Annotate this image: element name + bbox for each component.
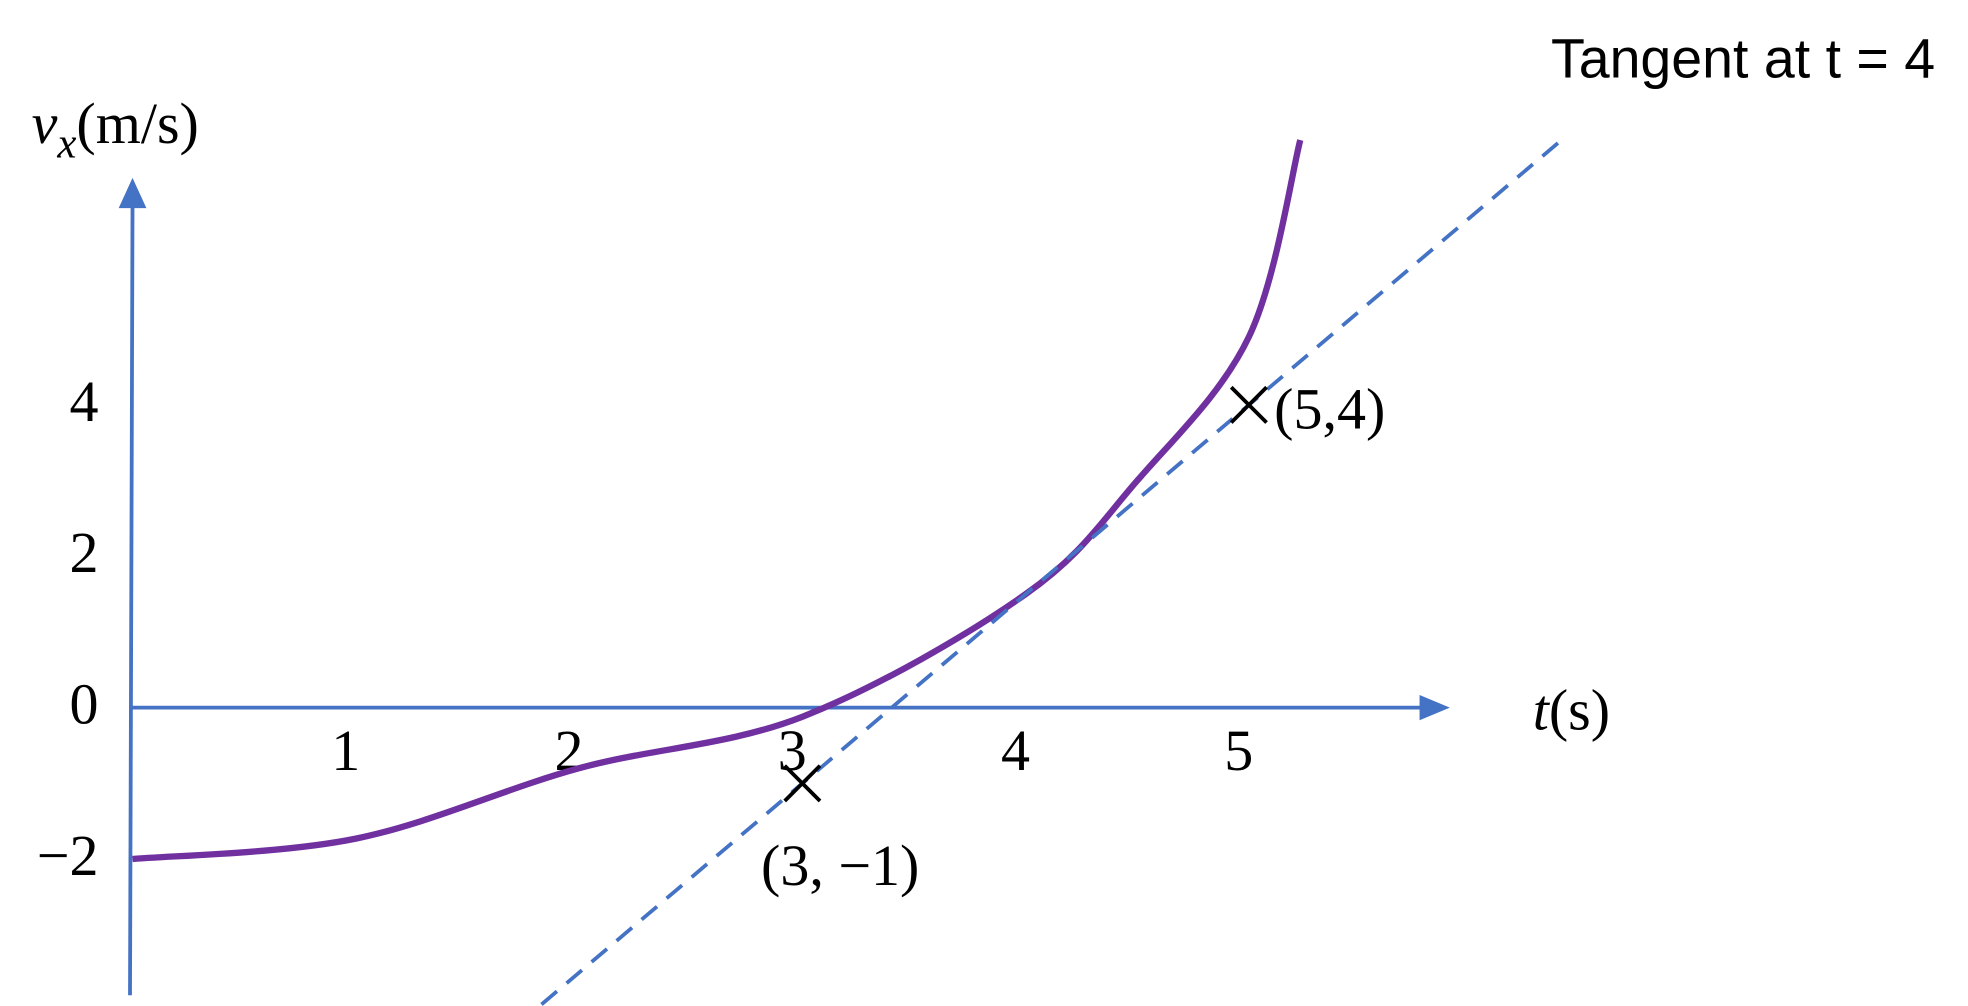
y-tick-label: 0 — [69, 672, 98, 737]
point-label: (5,4) — [1274, 376, 1385, 441]
point-marker — [783, 764, 822, 803]
y-tick-label: −2 — [37, 823, 99, 888]
tangent-line — [536, 138, 1563, 1006]
point-marker — [1229, 385, 1268, 424]
x-tick-label: 4 — [1001, 718, 1030, 783]
velocity-curve — [132, 139, 1304, 863]
y-axis — [128, 203, 135, 996]
x-axis-arrow — [1419, 695, 1450, 721]
x-tick-label: 5 — [1224, 718, 1253, 783]
y-tick-label: 2 — [69, 520, 98, 585]
y-axis-arrow — [118, 177, 147, 209]
y-label-unit: (m/s) — [76, 91, 198, 156]
y-tick-label: 4 — [69, 369, 98, 434]
x-axis-label: t(s) — [1533, 678, 1610, 743]
x-tick-label: 1 — [331, 718, 360, 783]
y-label-symbol: v — [32, 91, 58, 156]
x-label-unit: (s) — [1549, 678, 1610, 743]
x-label-symbol: t — [1533, 678, 1551, 743]
annotation: Tangent at t = 4 — [1551, 28, 1935, 90]
y-axis-label: vx(m/s) — [32, 91, 199, 167]
y-label-subscript: x — [56, 120, 76, 167]
point-label: (3, −1) — [761, 833, 919, 898]
